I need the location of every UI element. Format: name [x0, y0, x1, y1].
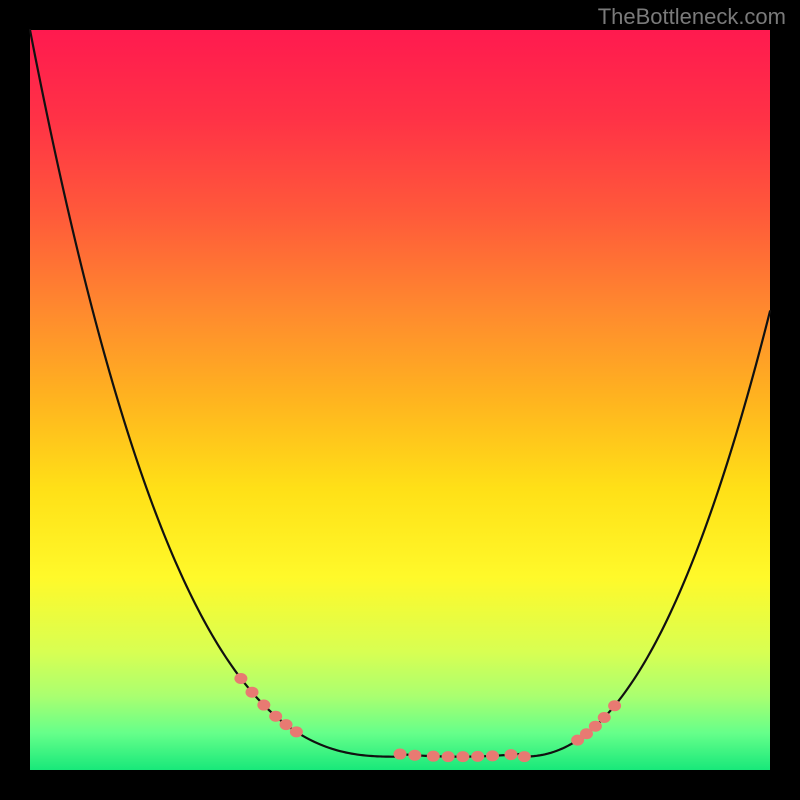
watermark-text: TheBottleneck.com: [598, 4, 786, 30]
chart-svg: [0, 0, 800, 800]
marker-dot: [290, 726, 303, 737]
marker-dot: [269, 711, 282, 722]
plot-area: [30, 30, 770, 770]
marker-dot: [456, 751, 469, 762]
marker-dot: [442, 751, 455, 762]
marker-dot: [280, 719, 293, 730]
marker-dot: [257, 700, 270, 711]
marker-dot: [408, 750, 421, 761]
marker-dot: [486, 750, 499, 761]
marker-dot: [394, 749, 407, 760]
marker-dot: [518, 751, 531, 762]
marker-dot: [505, 749, 518, 760]
marker-dot: [608, 700, 621, 711]
marker-dot: [598, 712, 611, 723]
marker-dot: [471, 751, 484, 762]
marker-dot: [427, 751, 440, 762]
marker-dot: [234, 673, 247, 684]
marker-dot: [246, 687, 259, 698]
marker-dot: [589, 721, 602, 732]
figure-root: TheBottleneck.com: [0, 0, 800, 800]
